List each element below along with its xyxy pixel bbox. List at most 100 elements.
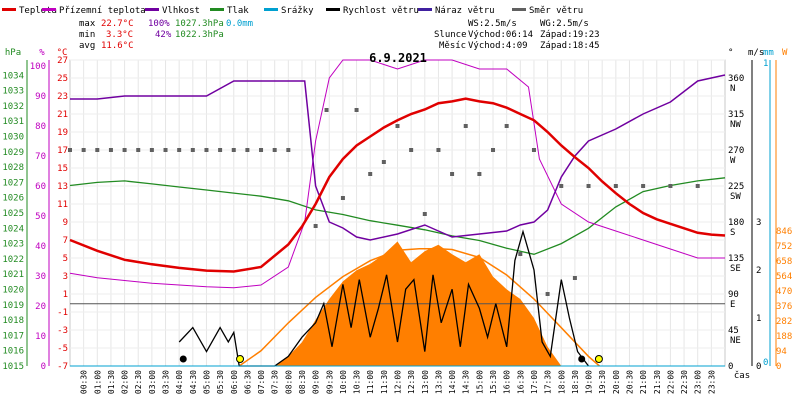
direction-cardinal: N xyxy=(730,84,735,94)
wind-direction-point xyxy=(108,148,113,152)
temperature-tick: 27 xyxy=(57,56,68,66)
wind-direction-point xyxy=(286,148,291,152)
humidity-tick: 30 xyxy=(35,272,46,282)
direction-cardinal: S xyxy=(730,228,735,238)
pressure-tick: 1021 xyxy=(2,270,24,280)
pressure-tick: 1027 xyxy=(2,178,24,188)
solar-tick: 188 xyxy=(776,332,792,342)
wind-direction-point xyxy=(477,172,482,176)
wind-direction-point xyxy=(163,148,168,152)
theoretical-solar-line xyxy=(238,247,600,367)
right-axes: °360N315NW270W225SW180S135SE90E45NE0m/s3… xyxy=(728,48,792,372)
pressure-tick: 1023 xyxy=(2,240,24,250)
direction-tick: 360 xyxy=(728,74,744,84)
x-tick-label: 12:00 xyxy=(394,370,403,394)
rain-tick: 1 xyxy=(763,59,768,69)
stats-min-temp: 3.3°C xyxy=(106,30,133,40)
wind-direction-point xyxy=(231,148,236,152)
stats-max-press: 1027.3hPa xyxy=(175,19,224,29)
direction-cardinal: SE xyxy=(730,264,741,274)
stats-sun-label: Slunce xyxy=(434,30,467,40)
humidity-tick: 90 xyxy=(35,92,46,102)
x-axis: 00:30 01:00 01:30 02:00 02:30 03:00 03:30 04:00… xyxy=(80,370,750,394)
ground-temperature-line xyxy=(69,59,725,289)
x-tick-label: 07:00 xyxy=(257,370,266,394)
temperature-tick: -5 xyxy=(57,344,68,354)
stats-min-hum: 42% xyxy=(155,30,172,40)
temperature-tick: 1 xyxy=(63,290,68,300)
stats-rain: 0.0mm xyxy=(226,19,253,29)
legend-label: Tlak xyxy=(227,6,249,16)
direction-tick: 270 xyxy=(728,146,744,156)
x-tick-label: 06:00 xyxy=(230,370,239,394)
wind-direction-point xyxy=(95,148,100,152)
temperature-tick: 9 xyxy=(63,218,68,228)
temperature-tick: -1 xyxy=(57,308,68,318)
legend-label: Náraz větru xyxy=(435,6,495,16)
legend-label: Přízemní teplota xyxy=(59,6,146,16)
x-tick-label: 10:30 xyxy=(353,370,362,394)
x-tick-label: 05:30 xyxy=(216,370,225,394)
direction-tick: 180 xyxy=(728,218,744,228)
temperature-tick: 25 xyxy=(57,74,68,84)
direction-tick: 0 xyxy=(728,362,733,372)
wind-direction-point xyxy=(122,148,127,152)
temperature-tick: 7 xyxy=(63,236,68,246)
wind-direction-point xyxy=(491,148,496,152)
left-axes: hPa% °C1034103310321031103010291028102710… xyxy=(2,48,68,372)
x-tick-label: 20:00 xyxy=(612,370,621,394)
temperature-tick: 11 xyxy=(57,200,68,210)
wind-tick: 1 xyxy=(756,314,761,324)
legend-label: Srážky xyxy=(281,6,314,16)
pressure-tick: 1025 xyxy=(2,209,24,219)
wind-tick: 0 xyxy=(756,362,761,372)
temperature-tick: -7 xyxy=(57,362,68,372)
x-tick-label: 13:30 xyxy=(434,370,443,394)
x-tick-label: 03:00 xyxy=(148,370,157,394)
stats-avg-temp: 11.6°C xyxy=(101,41,134,51)
wind-direction-point xyxy=(450,172,455,176)
solar-tick: 376 xyxy=(776,302,792,312)
humidity-tick: 100 xyxy=(30,62,46,72)
solar-tick: 846 xyxy=(776,227,792,237)
wind-direction-point xyxy=(395,124,400,128)
temperature-tick: -3 xyxy=(57,326,68,336)
wind-direction-point xyxy=(518,252,523,256)
x-tick-label: 20:30 xyxy=(625,370,634,394)
pressure-axis-label: hPa xyxy=(5,48,21,58)
direction-cardinal: NE xyxy=(730,336,741,346)
pressure-tick: 1019 xyxy=(2,301,24,311)
pressure-tick: 1024 xyxy=(2,224,24,234)
humidity-axis-label: % xyxy=(39,48,45,58)
wind-direction-point xyxy=(381,160,386,164)
rain-tick: 0 xyxy=(763,358,768,368)
pressure-tick: 1028 xyxy=(2,163,24,173)
legend-label: Vlhkost xyxy=(162,6,200,16)
humidity-tick: 40 xyxy=(35,242,46,252)
x-tick-label: 09:30 xyxy=(325,370,334,394)
solar-tick: 94 xyxy=(776,347,787,357)
x-tick-label: 19:00 xyxy=(585,370,594,394)
solar-tick: 470 xyxy=(776,287,792,297)
x-tick-label: 08:00 xyxy=(284,370,293,394)
wind-direction-point xyxy=(177,148,182,152)
wind-direction-point xyxy=(81,148,86,152)
x-tick-label: 00:30 xyxy=(80,370,89,394)
humidity-line xyxy=(70,74,726,241)
x-tick-label: 14:00 xyxy=(448,370,457,394)
x-tick-label: 10:00 xyxy=(339,370,348,394)
legend-swatch xyxy=(145,8,159,11)
legend-swatch xyxy=(42,8,56,11)
humidity-tick: 80 xyxy=(35,122,46,132)
pressure-tick: 1029 xyxy=(2,148,24,158)
stats-ws: WS:2.5m/s xyxy=(468,19,517,29)
x-tick-label: 01:30 xyxy=(107,370,116,394)
humidity-tick: 10 xyxy=(35,332,46,342)
legend-swatch xyxy=(418,8,432,11)
wind-direction-point xyxy=(149,148,154,152)
moon-marker xyxy=(179,355,187,363)
x-tick-label: 15:30 xyxy=(489,370,498,394)
direction-cardinal: NW xyxy=(730,120,741,130)
legend-swatch xyxy=(210,8,224,11)
